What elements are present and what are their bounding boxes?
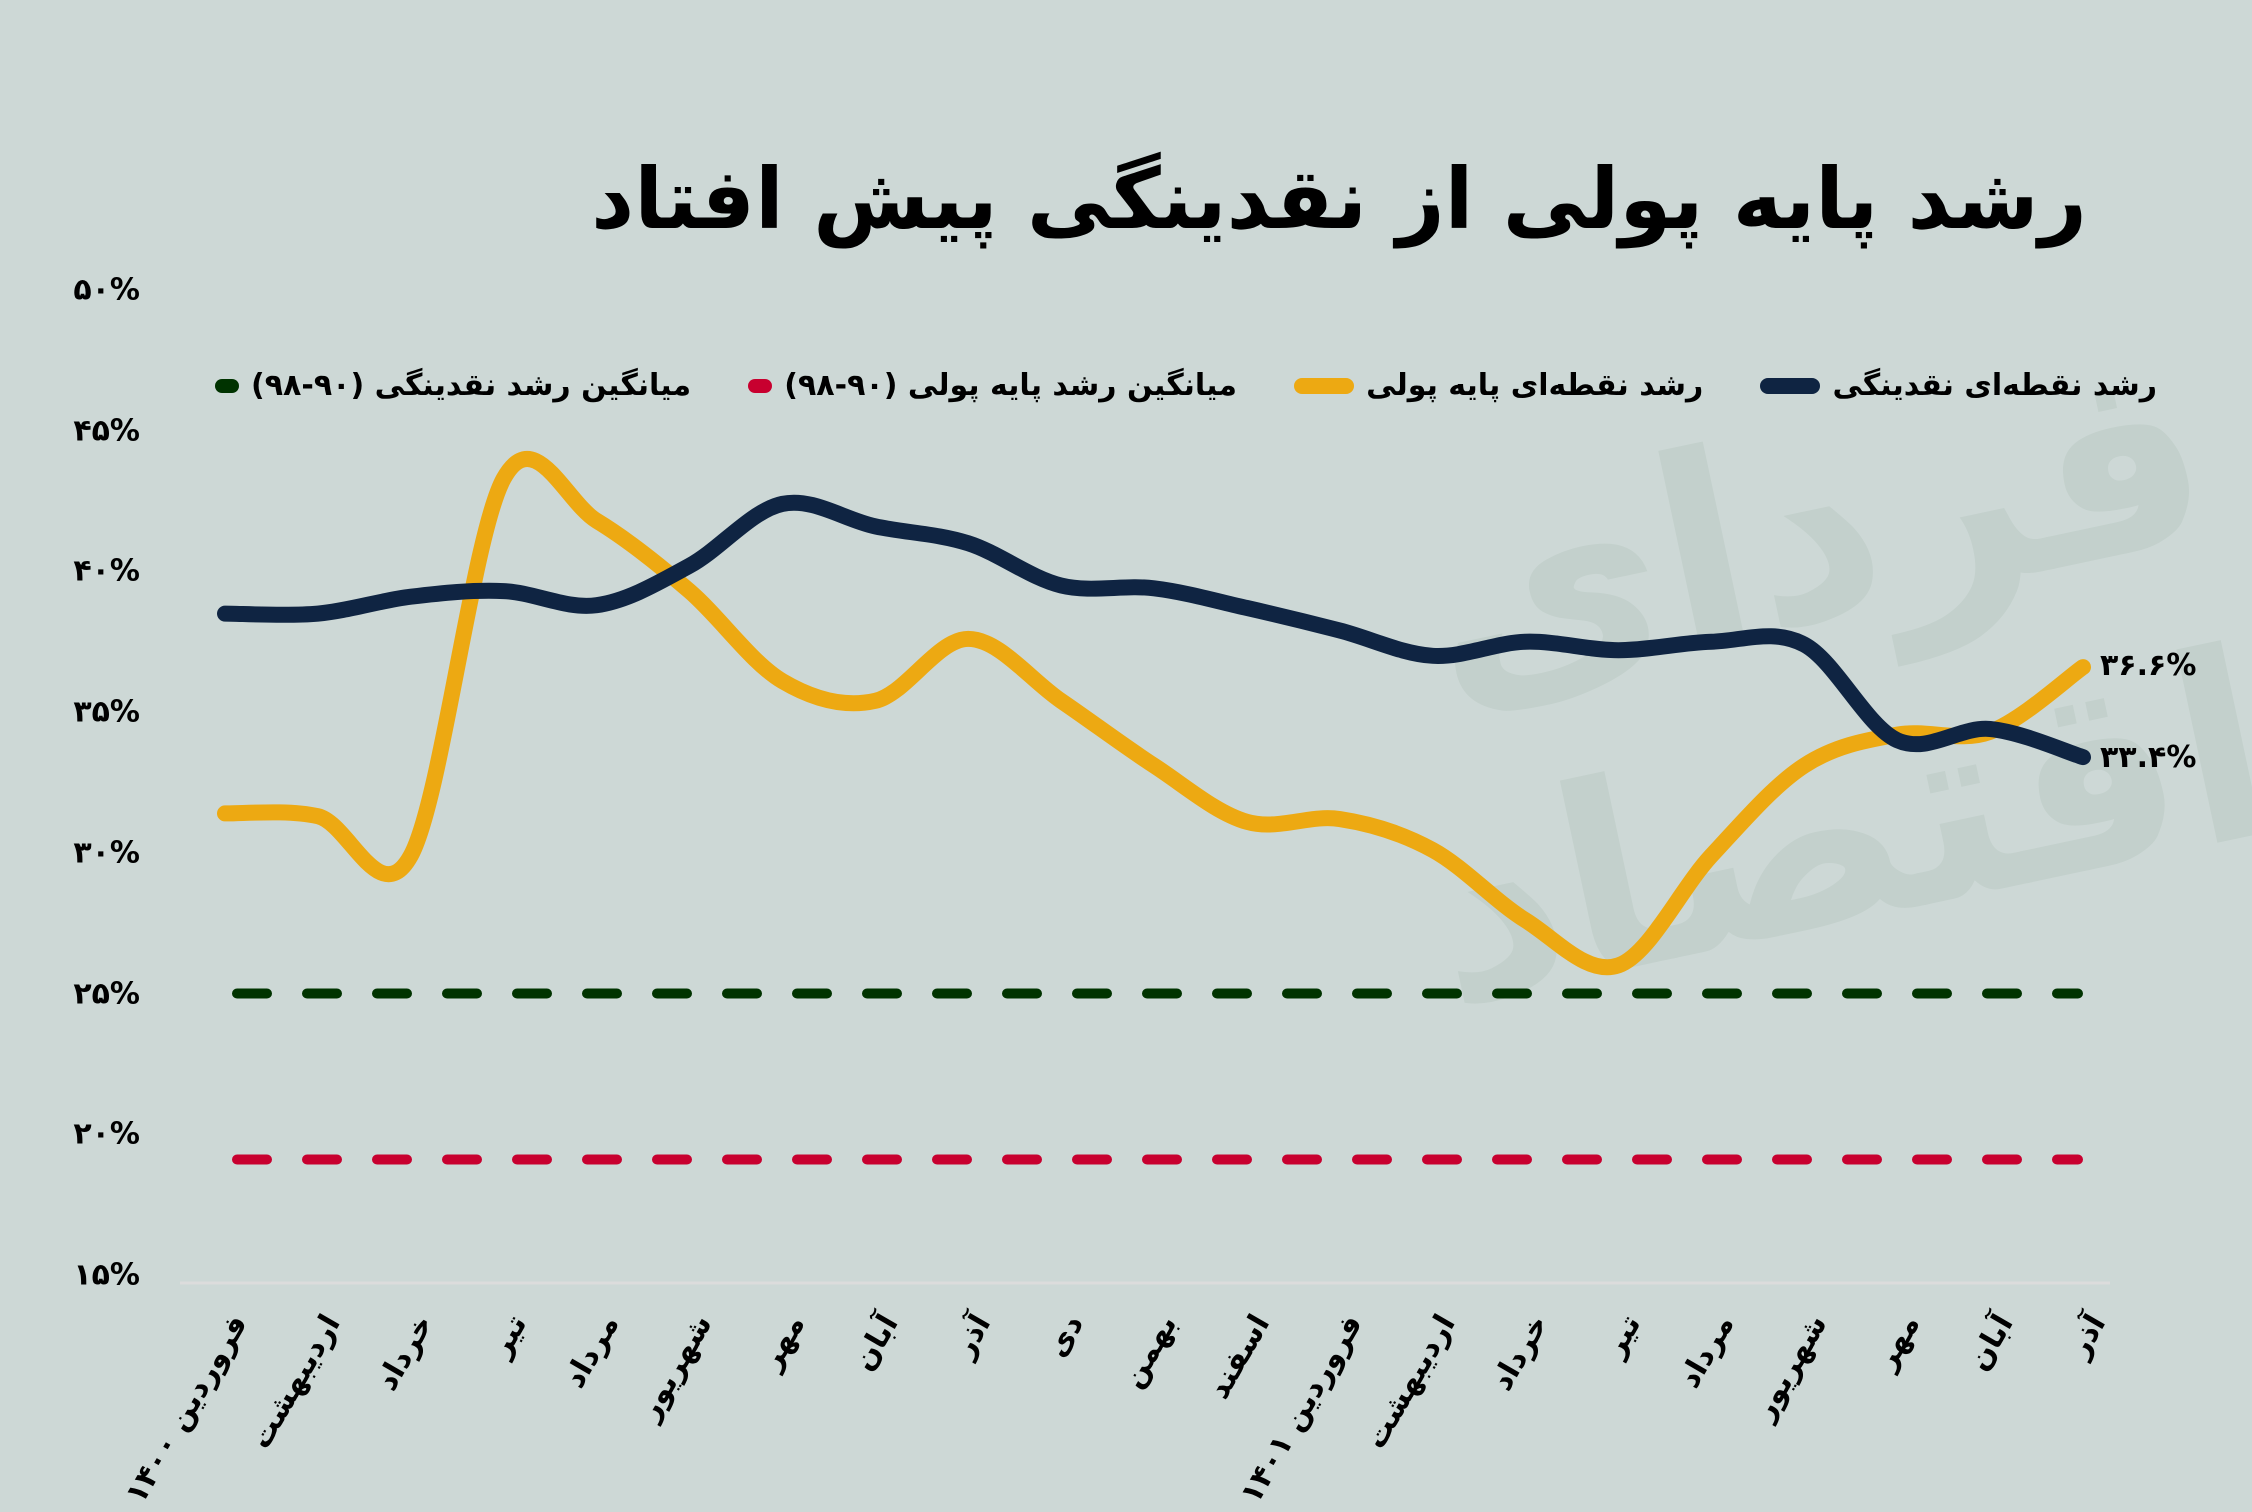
- legend: میانگین رشد نقدینگی (۹۰-۹۸) میانگین رشد …: [215, 368, 2157, 403]
- legend-label: میانگین رشد پایه پولی (۹۰-۹۸): [784, 368, 1237, 403]
- legend-label: رشد نقطه‌ای پایه پولی: [1366, 368, 1704, 403]
- series-line: [217, 451, 2091, 976]
- legend-swatch: [1294, 377, 1355, 394]
- series-line: [217, 494, 2091, 766]
- y-tick-label: ۲۵%: [73, 976, 140, 1011]
- chart-title: رشد پایه پولی از نقدینگی پیش افتاد: [591, 150, 2088, 248]
- legend-item-base-money: رشد نقطه‌ای پایه پولی: [1294, 368, 1703, 403]
- y-tick-label: ۴۰%: [73, 553, 140, 589]
- end-label-liquidity: ۳۳.۴%: [2100, 740, 2197, 775]
- y-tick-label: ۴۵%: [73, 413, 140, 449]
- legend-swatch: [748, 378, 773, 393]
- legend-label: میانگین رشد نقدینگی (۹۰-۹۸): [251, 368, 692, 403]
- legend-item-base-avg: میانگین رشد پایه پولی (۹۰-۹۸): [748, 368, 1237, 403]
- legend-label: رشد نقطه‌ای نقدینگی: [1832, 368, 2157, 403]
- end-label-base-money: ۳۶.۶%: [2100, 648, 2197, 683]
- y-tick-label: ۳۵%: [73, 694, 140, 730]
- legend-swatch: [215, 378, 240, 393]
- legend-item-liquidity: رشد نقطه‌ای نقدینگی: [1760, 368, 2157, 403]
- legend-swatch: [1760, 377, 1821, 394]
- y-tick-label: ۵۰%: [73, 272, 140, 308]
- legend-item-liquidity-avg: میانگین رشد نقدینگی (۹۰-۹۸): [215, 368, 691, 403]
- y-tick-label: ۳۰%: [73, 835, 140, 871]
- y-tick-label: ۱۵%: [73, 1257, 140, 1293]
- y-tick-label: ۲۰%: [73, 1116, 140, 1152]
